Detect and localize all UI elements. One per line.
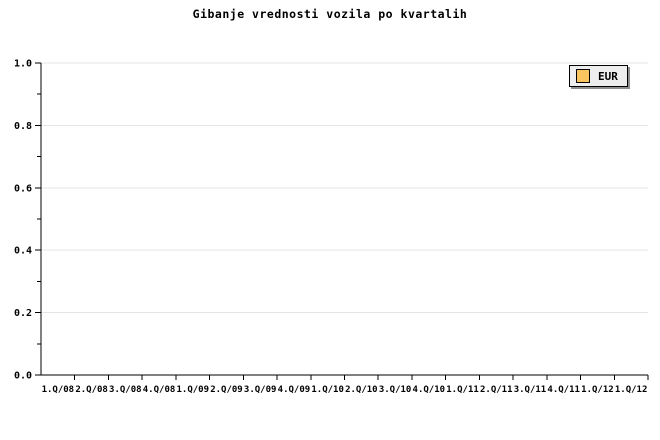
y-tick-label: 0.8: [14, 121, 32, 132]
x-tick-label: 2.Q/11: [480, 385, 513, 395]
legend: EUR: [569, 65, 628, 87]
x-tick-label: 4.Q/10: [413, 385, 446, 395]
x-tick-label: 3.Q/09: [244, 385, 277, 395]
legend-item-label: EUR: [598, 69, 618, 83]
x-tick-label: 4.Q/11: [547, 385, 580, 395]
y-tick-label: 0.2: [14, 308, 32, 319]
x-tick-label: 1.Q/12: [615, 385, 648, 395]
y-tick-label: 0.4: [14, 246, 32, 257]
x-tick-label: 1.Q/08: [42, 385, 75, 395]
x-tick-label: 2.Q/09: [210, 385, 243, 395]
y-tick-label: 1.0: [14, 59, 32, 70]
x-tick-label: 1.Q/12: [581, 385, 614, 395]
chart-title: Gibanje vrednosti vozila po kvartalih: [192, 7, 468, 21]
y-tick-label: 0.0: [14, 371, 32, 382]
x-tick-label: 4.Q/08: [143, 385, 176, 395]
x-tick-label: 2.Q/10: [345, 385, 378, 395]
y-tick-label: 0.6: [14, 183, 32, 194]
legend-swatch-eur: [576, 69, 590, 83]
x-tick-label: 4.Q/09: [278, 385, 311, 395]
x-tick-label: 3.Q/08: [109, 385, 142, 395]
x-tick-label: 1.Q/09: [176, 385, 209, 395]
x-tick-label: 1.Q/11: [446, 385, 479, 395]
x-tick-label: 2.Q/08: [75, 385, 108, 395]
x-tick-label: 3.Q/10: [379, 385, 412, 395]
x-tick-label: 1.Q/10: [311, 385, 344, 395]
x-tick-label: 3.Q/11: [514, 385, 547, 395]
